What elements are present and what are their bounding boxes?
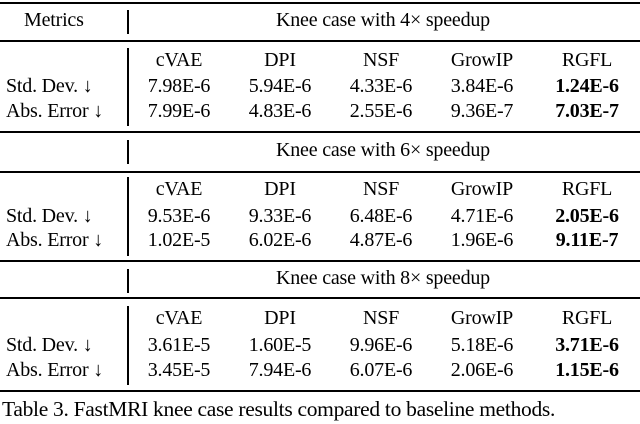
column-header: GrowIP [450, 178, 514, 200]
table-cell: 7.94E-6 [248, 359, 312, 381]
header-divider [127, 10, 129, 34]
table-cell: 6.02E-6 [248, 229, 312, 251]
table-cell: 3.71E-6 [555, 334, 619, 356]
section-title: Knee case with 4× speedup [276, 9, 490, 31]
table-cell: 9.53E-6 [147, 205, 211, 227]
table-cell: 9.33E-6 [248, 205, 312, 227]
table-cell: 1.15E-6 [555, 359, 619, 381]
column-header: cVAE [155, 307, 203, 329]
table-caption: Table 3. FastMRI knee case results compa… [2, 397, 556, 421]
column-header: GrowIP [450, 49, 514, 71]
column-header: RGFL [561, 307, 613, 329]
table-cell: 1.02E-5 [147, 229, 211, 251]
section-title-divider [127, 269, 129, 293]
row-label: Abs. Error ↓ [6, 100, 104, 122]
section-rule [0, 40, 640, 42]
metrics-header: Metrics [24, 9, 84, 31]
section-separator [0, 131, 640, 133]
table-cell: 2.06E-6 [450, 359, 514, 381]
column-header: RGFL [561, 49, 613, 71]
table-cell: 3.61E-5 [147, 334, 211, 356]
column-header: DPI [264, 307, 296, 329]
table-cell: 7.03E-7 [555, 100, 619, 122]
section-title: Knee case with 8× speedup [276, 267, 490, 289]
table-cell: 3.45E-5 [147, 359, 211, 381]
row-label: Std. Dev. ↓ [6, 205, 93, 227]
column-header: NSF [362, 307, 400, 329]
table-cell: 9.11E-7 [555, 229, 619, 251]
row-label: Std. Dev. ↓ [6, 334, 93, 356]
table-cell: 3.84E-6 [450, 75, 514, 97]
table-cell: 1.96E-6 [450, 229, 514, 251]
row-label: Abs. Error ↓ [6, 229, 104, 251]
top-rule [0, 2, 640, 4]
column-header: GrowIP [450, 307, 514, 329]
column-header: cVAE [155, 49, 203, 71]
table-cell: 9.96E-6 [349, 334, 413, 356]
column-header: cVAE [155, 178, 203, 200]
table-cell: 7.99E-6 [147, 100, 211, 122]
column-header: NSF [362, 178, 400, 200]
column-header: DPI [264, 49, 296, 71]
section-title: Knee case with 6× speedup [276, 139, 490, 161]
table-cell: 1.24E-6 [555, 75, 619, 97]
row-label: Std. Dev. ↓ [6, 75, 93, 97]
table-cell: 2.55E-6 [349, 100, 413, 122]
section-title-divider [127, 140, 129, 164]
table-cell: 7.98E-6 [147, 75, 211, 97]
column-header: RGFL [561, 178, 613, 200]
column-header: DPI [264, 178, 296, 200]
table-cell: 9.36E-7 [450, 100, 514, 122]
table-cell: 6.07E-6 [349, 359, 413, 381]
section-rule [0, 297, 640, 299]
table-cell: 5.18E-6 [450, 334, 514, 356]
table-cell: 1.60E-5 [248, 334, 312, 356]
table-cell: 4.71E-6 [450, 205, 514, 227]
table-cell: 2.05E-6 [555, 205, 619, 227]
table-cell: 4.33E-6 [349, 75, 413, 97]
table-cell: 4.83E-6 [248, 100, 312, 122]
row-label: Abs. Error ↓ [6, 359, 104, 381]
table-cell: 6.48E-6 [349, 205, 413, 227]
bottom-rule [0, 390, 640, 392]
column-divider [127, 48, 129, 126]
column-divider [127, 177, 129, 256]
section-separator [0, 260, 640, 262]
table-cell: 5.94E-6 [248, 75, 312, 97]
column-divider [127, 306, 129, 385]
table-cell: 4.87E-6 [349, 229, 413, 251]
column-header: NSF [362, 49, 400, 71]
section-rule [0, 171, 640, 173]
